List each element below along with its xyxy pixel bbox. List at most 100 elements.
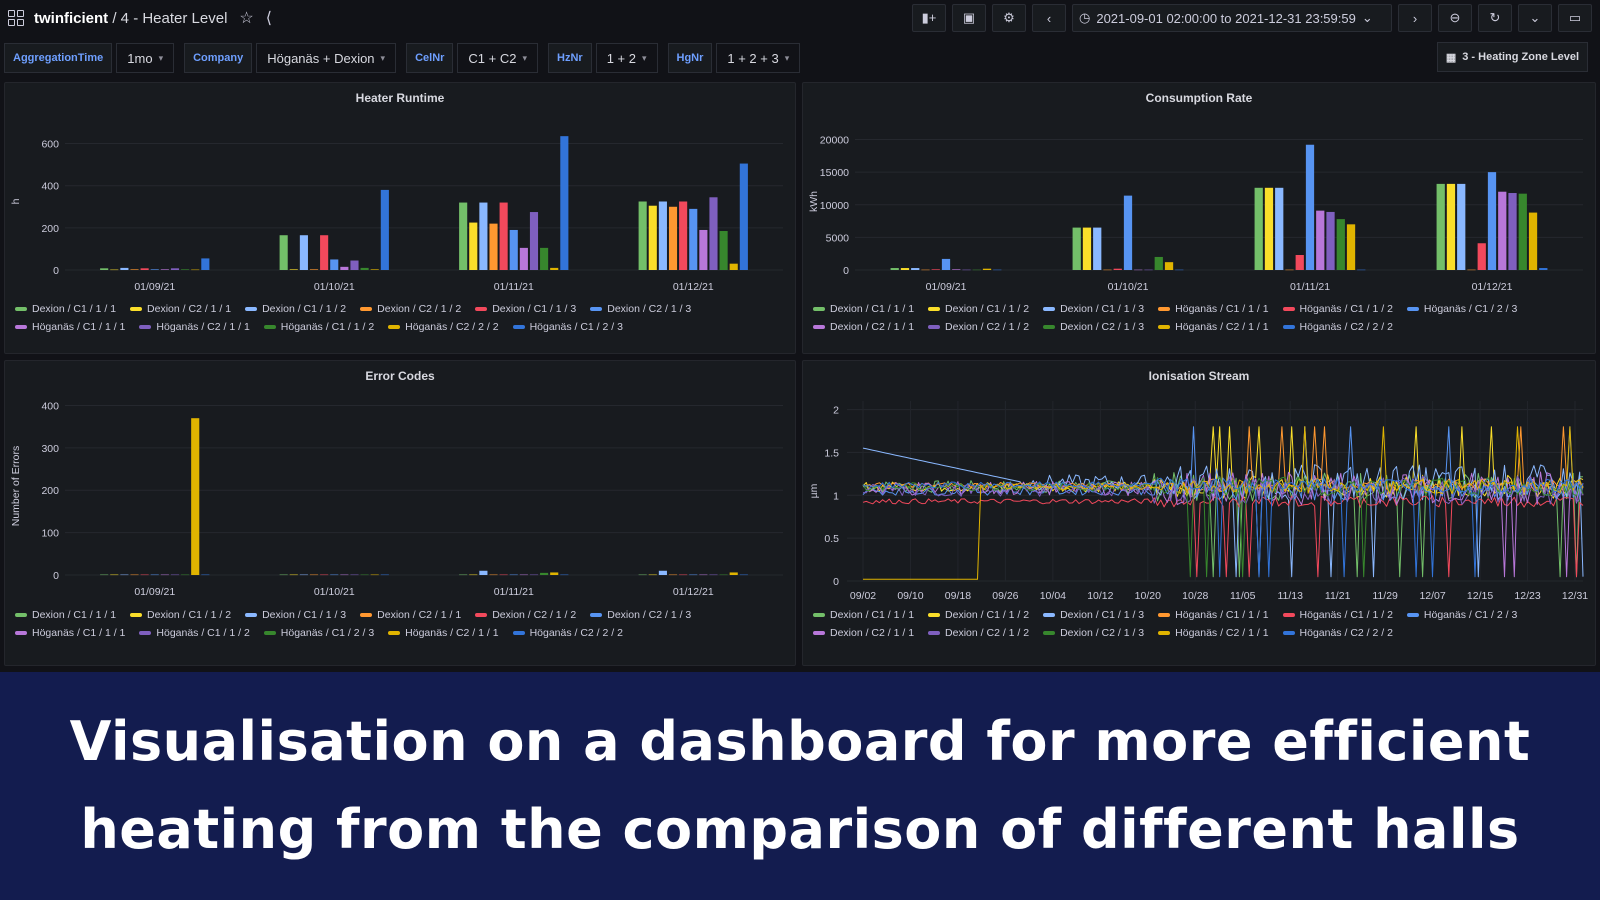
legend-item[interactable]: Dexion / C2 / 1 / 3: [1043, 627, 1144, 639]
variable-select[interactable]: C1 + C2 ▾: [457, 43, 539, 73]
legend-item[interactable]: Höganäs / C1 / 1 / 2: [263, 321, 374, 333]
legend-item[interactable]: Höganäs / C1 / 1 / 1: [15, 321, 125, 333]
legend-item[interactable]: Höganäs / C2 / 2 / 2: [512, 627, 623, 639]
legend-item[interactable]: Höganäs / C2 / 1 / 1: [388, 627, 499, 639]
legend-item[interactable]: Höganäs / C1 / 1 / 1: [1158, 609, 1269, 621]
legend-item[interactable]: Dexion / C1 / 1 / 3: [475, 303, 576, 315]
variable-select[interactable]: 1mo ▾: [116, 43, 175, 73]
breadcrumb[interactable]: twinficient / 4 - Heater Level: [34, 10, 227, 27]
star-icon[interactable]: ☆: [239, 10, 254, 27]
legend-item[interactable]: Höganäs / C2 / 2 / 2: [1282, 627, 1393, 639]
chart-legend: Dexion / C1 / 1 / 1 Dexion / C1 / 1 / 2 De…: [813, 609, 1585, 639]
y-tick-label: 300: [41, 443, 59, 455]
bar: [380, 574, 389, 576]
x-tick-label: 01/10/21: [1108, 281, 1149, 293]
x-tick-label: 01/09/21: [926, 281, 967, 293]
legend-item[interactable]: Dexion / C1 / 1 / 3: [1043, 609, 1144, 621]
legend-item[interactable]: Dexion / C2 / 1 / 3: [590, 303, 691, 315]
legend-item[interactable]: Höganäs / C2 / 1 / 1: [1158, 627, 1269, 639]
dashboard-link-button[interactable]: ▦ 3 - Heating Zone Level: [1436, 42, 1588, 72]
legend-item[interactable]: Dexion / C2 / 1 / 1: [813, 627, 914, 639]
panel-title[interactable]: Consumption Rate: [1145, 91, 1253, 105]
bar: [1285, 269, 1294, 271]
legend-item[interactable]: Dexion / C2 / 1 / 1: [130, 303, 231, 315]
time-range-picker[interactable]: ◷ 2021-09-01 02:00:00 to 2021-12-31 23:59…: [1072, 4, 1392, 32]
legend-item[interactable]: Höganäs / C1 / 2 / 3: [1406, 303, 1517, 315]
legend-label: Höganäs / C2 / 1 / 1: [156, 321, 250, 333]
legend-item[interactable]: Dexion / C1 / 1 / 3: [1043, 303, 1144, 315]
legend-item[interactable]: Dexion / C2 / 1 / 2: [928, 321, 1029, 333]
panel-error-codes[interactable]: Error Codes 0 100 200 300 400 Number of Error…: [4, 360, 796, 666]
y-tick-label: 0: [833, 576, 839, 588]
variable-label: CelNr: [406, 43, 454, 73]
legend-item[interactable]: Dexion / C2 / 1 / 3: [590, 609, 691, 621]
panel-title[interactable]: Ionisation Stream: [1148, 369, 1250, 383]
legend-item[interactable]: Dexion / C1 / 1 / 1: [15, 303, 116, 315]
bar: [370, 574, 379, 576]
y-tick-label: 600: [41, 139, 59, 151]
time-forward-button[interactable]: ›: [1398, 4, 1432, 32]
bar: [1134, 269, 1143, 271]
share-icon[interactable]: ⟨: [265, 10, 272, 27]
legend-item[interactable]: Dexion / C2 / 1 / 2: [360, 303, 461, 315]
variable-select[interactable]: Höganäs + Dexion ▾: [256, 43, 397, 73]
legend-item[interactable]: Dexion / C2 / 1 / 1: [813, 321, 914, 333]
breadcrumb-dashboard[interactable]: / 4 - Heater Level: [112, 9, 228, 27]
legend-item[interactable]: Dexion / C2 / 1 / 2: [928, 627, 1029, 639]
legend-swatch: [1043, 325, 1056, 329]
legend-item[interactable]: Höganäs / C1 / 2 / 3: [512, 321, 623, 333]
legend-item[interactable]: Dexion / C2 / 1 / 1: [360, 609, 461, 621]
y-tick-label: 0: [53, 265, 59, 277]
legend-item[interactable]: Höganäs / C1 / 2 / 3: [1406, 609, 1517, 621]
legend-swatch: [1282, 631, 1295, 635]
refresh-button[interactable]: ↻: [1478, 4, 1512, 32]
panel-ionisation-stream[interactable]: Ionisation Stream 0 0.5 1 1.5 2 09/02 09/10 09/…: [802, 360, 1596, 666]
legend-swatch: [512, 325, 525, 329]
bar-chart-svg: 0 200 400 600 h 01/09/21 01/10/21 01/11/21 01/12…: [10, 136, 783, 293]
toolbar: ▮+ ▣ ⚙ ‹ ◷ 2021-09-01 02:00:00 to 2021-12…: [912, 4, 1592, 32]
bar: [120, 267, 129, 270]
legend-item[interactable]: Dexion / C1 / 1 / 2: [928, 303, 1029, 315]
legend-item[interactable]: Dexion / C1 / 1 / 1: [15, 609, 116, 621]
save-button[interactable]: ▣: [952, 4, 986, 32]
variable-select[interactable]: 1 + 2 + 3 ▾: [716, 43, 801, 73]
legend-item[interactable]: Höganäs / C1 / 1 / 1: [1158, 303, 1269, 315]
legend-item[interactable]: Höganäs / C2 / 1 / 1: [1158, 321, 1269, 333]
add-panel-button[interactable]: ▮+: [912, 4, 946, 32]
legend-item[interactable]: Höganäs / C1 / 1 / 2: [139, 627, 250, 639]
settings-button[interactable]: ⚙: [992, 4, 1026, 32]
legend-label: Dexion / C1 / 1 / 3: [1060, 609, 1145, 621]
refresh-icon: ↻: [1489, 10, 1501, 25]
panel-title[interactable]: Error Codes: [365, 369, 435, 383]
panel-heater-runtime[interactable]: Heater Runtime 0 200 400 600 h 01/09/21 01/10/…: [4, 82, 796, 354]
legend-item[interactable]: Höganäs / C2 / 2 / 2: [1282, 321, 1393, 333]
legend-item[interactable]: Höganäs / C2 / 2 / 2: [388, 321, 499, 333]
variable-value: 1 + 2 + 3: [727, 50, 779, 66]
zoom-out-button[interactable]: ⊖: [1438, 4, 1472, 32]
breadcrumb-org[interactable]: twinficient: [34, 9, 109, 27]
panel-title[interactable]: Heater Runtime: [355, 91, 445, 105]
legend-item[interactable]: Höganäs / C1 / 1 / 2: [1282, 609, 1393, 621]
panel-consumption-rate[interactable]: Consumption Rate 0 5000 10000 15000 20000 kWh…: [802, 82, 1596, 354]
legend-item[interactable]: Dexion / C1 / 1 / 2: [928, 609, 1029, 621]
legend-item[interactable]: Dexion / C1 / 1 / 1: [813, 303, 914, 315]
legend-label: Dexion / C1 / 1 / 2: [945, 303, 1030, 315]
legend-item[interactable]: Dexion / C1 / 1 / 2: [130, 609, 231, 621]
refresh-interval-button[interactable]: ⌄: [1518, 4, 1552, 32]
time-back-button[interactable]: ‹: [1032, 4, 1066, 32]
legend-item[interactable]: Höganäs / C1 / 1 / 1: [15, 627, 125, 639]
legend-label: Dexion / C2 / 1 / 2: [945, 627, 1030, 639]
legend-item[interactable]: Dexion / C1 / 1 / 1: [813, 609, 914, 621]
bar: [638, 574, 647, 576]
legend-item[interactable]: Höganäs / C2 / 1 / 1: [139, 321, 250, 333]
legend-item[interactable]: Dexion / C1 / 1 / 2: [245, 303, 346, 315]
legend-item[interactable]: Dexion / C1 / 1 / 3: [245, 609, 346, 621]
legend-item[interactable]: Höganäs / C1 / 1 / 2: [1282, 303, 1393, 315]
dashboards-grid-icon[interactable]: [8, 10, 24, 26]
tv-mode-button[interactable]: ▭: [1558, 4, 1592, 32]
legend-item[interactable]: Dexion / C2 / 1 / 3: [1043, 321, 1144, 333]
legend-item[interactable]: Höganäs / C1 / 2 / 3: [263, 627, 374, 639]
bar: [201, 574, 210, 576]
variable-select[interactable]: 1 + 2 ▾: [595, 43, 658, 73]
legend-item[interactable]: Dexion / C2 / 1 / 2: [475, 609, 576, 621]
